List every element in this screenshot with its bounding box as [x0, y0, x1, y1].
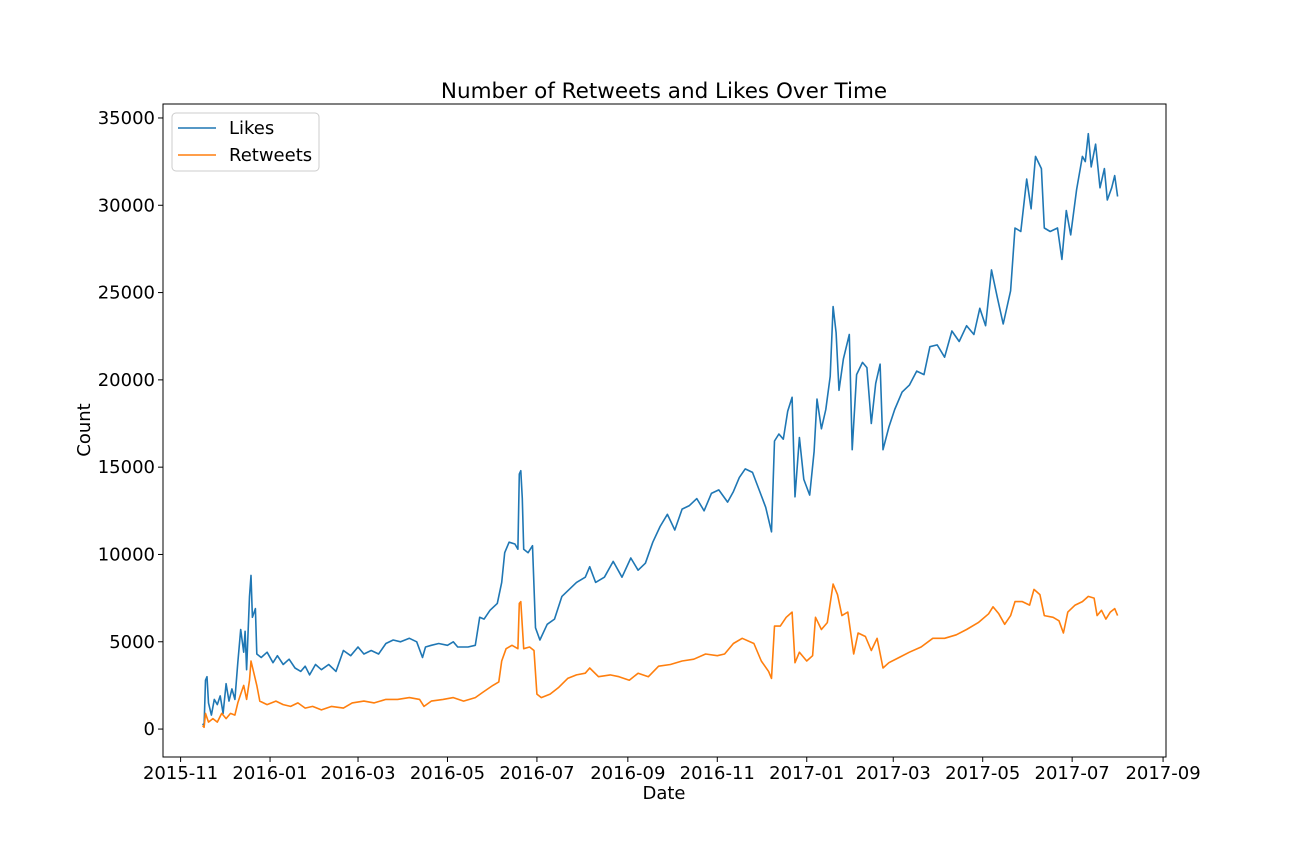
axes: 2015-11 2016-01 2016-03 2016-05 2016-07 2016-…: [98, 108, 1201, 784]
chart-title: Number of Retweets and Likes Over Time: [441, 79, 887, 104]
legend: Likes Retweets: [171, 112, 320, 172]
series-line-likes: [201, 132, 1119, 727]
y-tick-label: 35000: [98, 108, 155, 129]
legend-label-retweets: Retweets: [229, 145, 312, 166]
x-tick-label: 2016-01: [232, 763, 307, 784]
y-axis-label: Count: [74, 403, 95, 456]
x-tick-label: 2016-11: [680, 763, 755, 784]
x-tick-label: 2017-09: [1125, 763, 1200, 784]
y-tick-label: 5000: [109, 632, 155, 653]
x-tick-label: 2017-05: [945, 763, 1020, 784]
x-tick-label: 2016-09: [590, 763, 665, 784]
x-tick-label: 2015-11: [143, 763, 218, 784]
x-tick-label: 2016-03: [320, 763, 395, 784]
y-tick-label: 20000: [98, 370, 155, 391]
y-tick-label: 0: [144, 719, 155, 740]
x-tick-label: 2017-01: [769, 763, 844, 784]
y-tick-label: 25000: [98, 283, 155, 304]
x-tick-label: 2017-03: [856, 763, 931, 784]
legend-label-likes: Likes: [229, 118, 274, 139]
x-tick-label: 2016-05: [410, 763, 485, 784]
series-line-retweets: [202, 583, 1119, 729]
x-tick-label: 2016-07: [499, 763, 574, 784]
x-axis-label: Date: [642, 783, 685, 804]
x-tick-label: 2017-07: [1035, 763, 1110, 784]
plot-frame: [162, 103, 1167, 758]
plot-area: [201, 132, 1119, 729]
y-tick-label: 15000: [98, 457, 155, 478]
y-tick-label: 30000: [98, 195, 155, 216]
y-tick-label: 10000: [98, 544, 155, 565]
